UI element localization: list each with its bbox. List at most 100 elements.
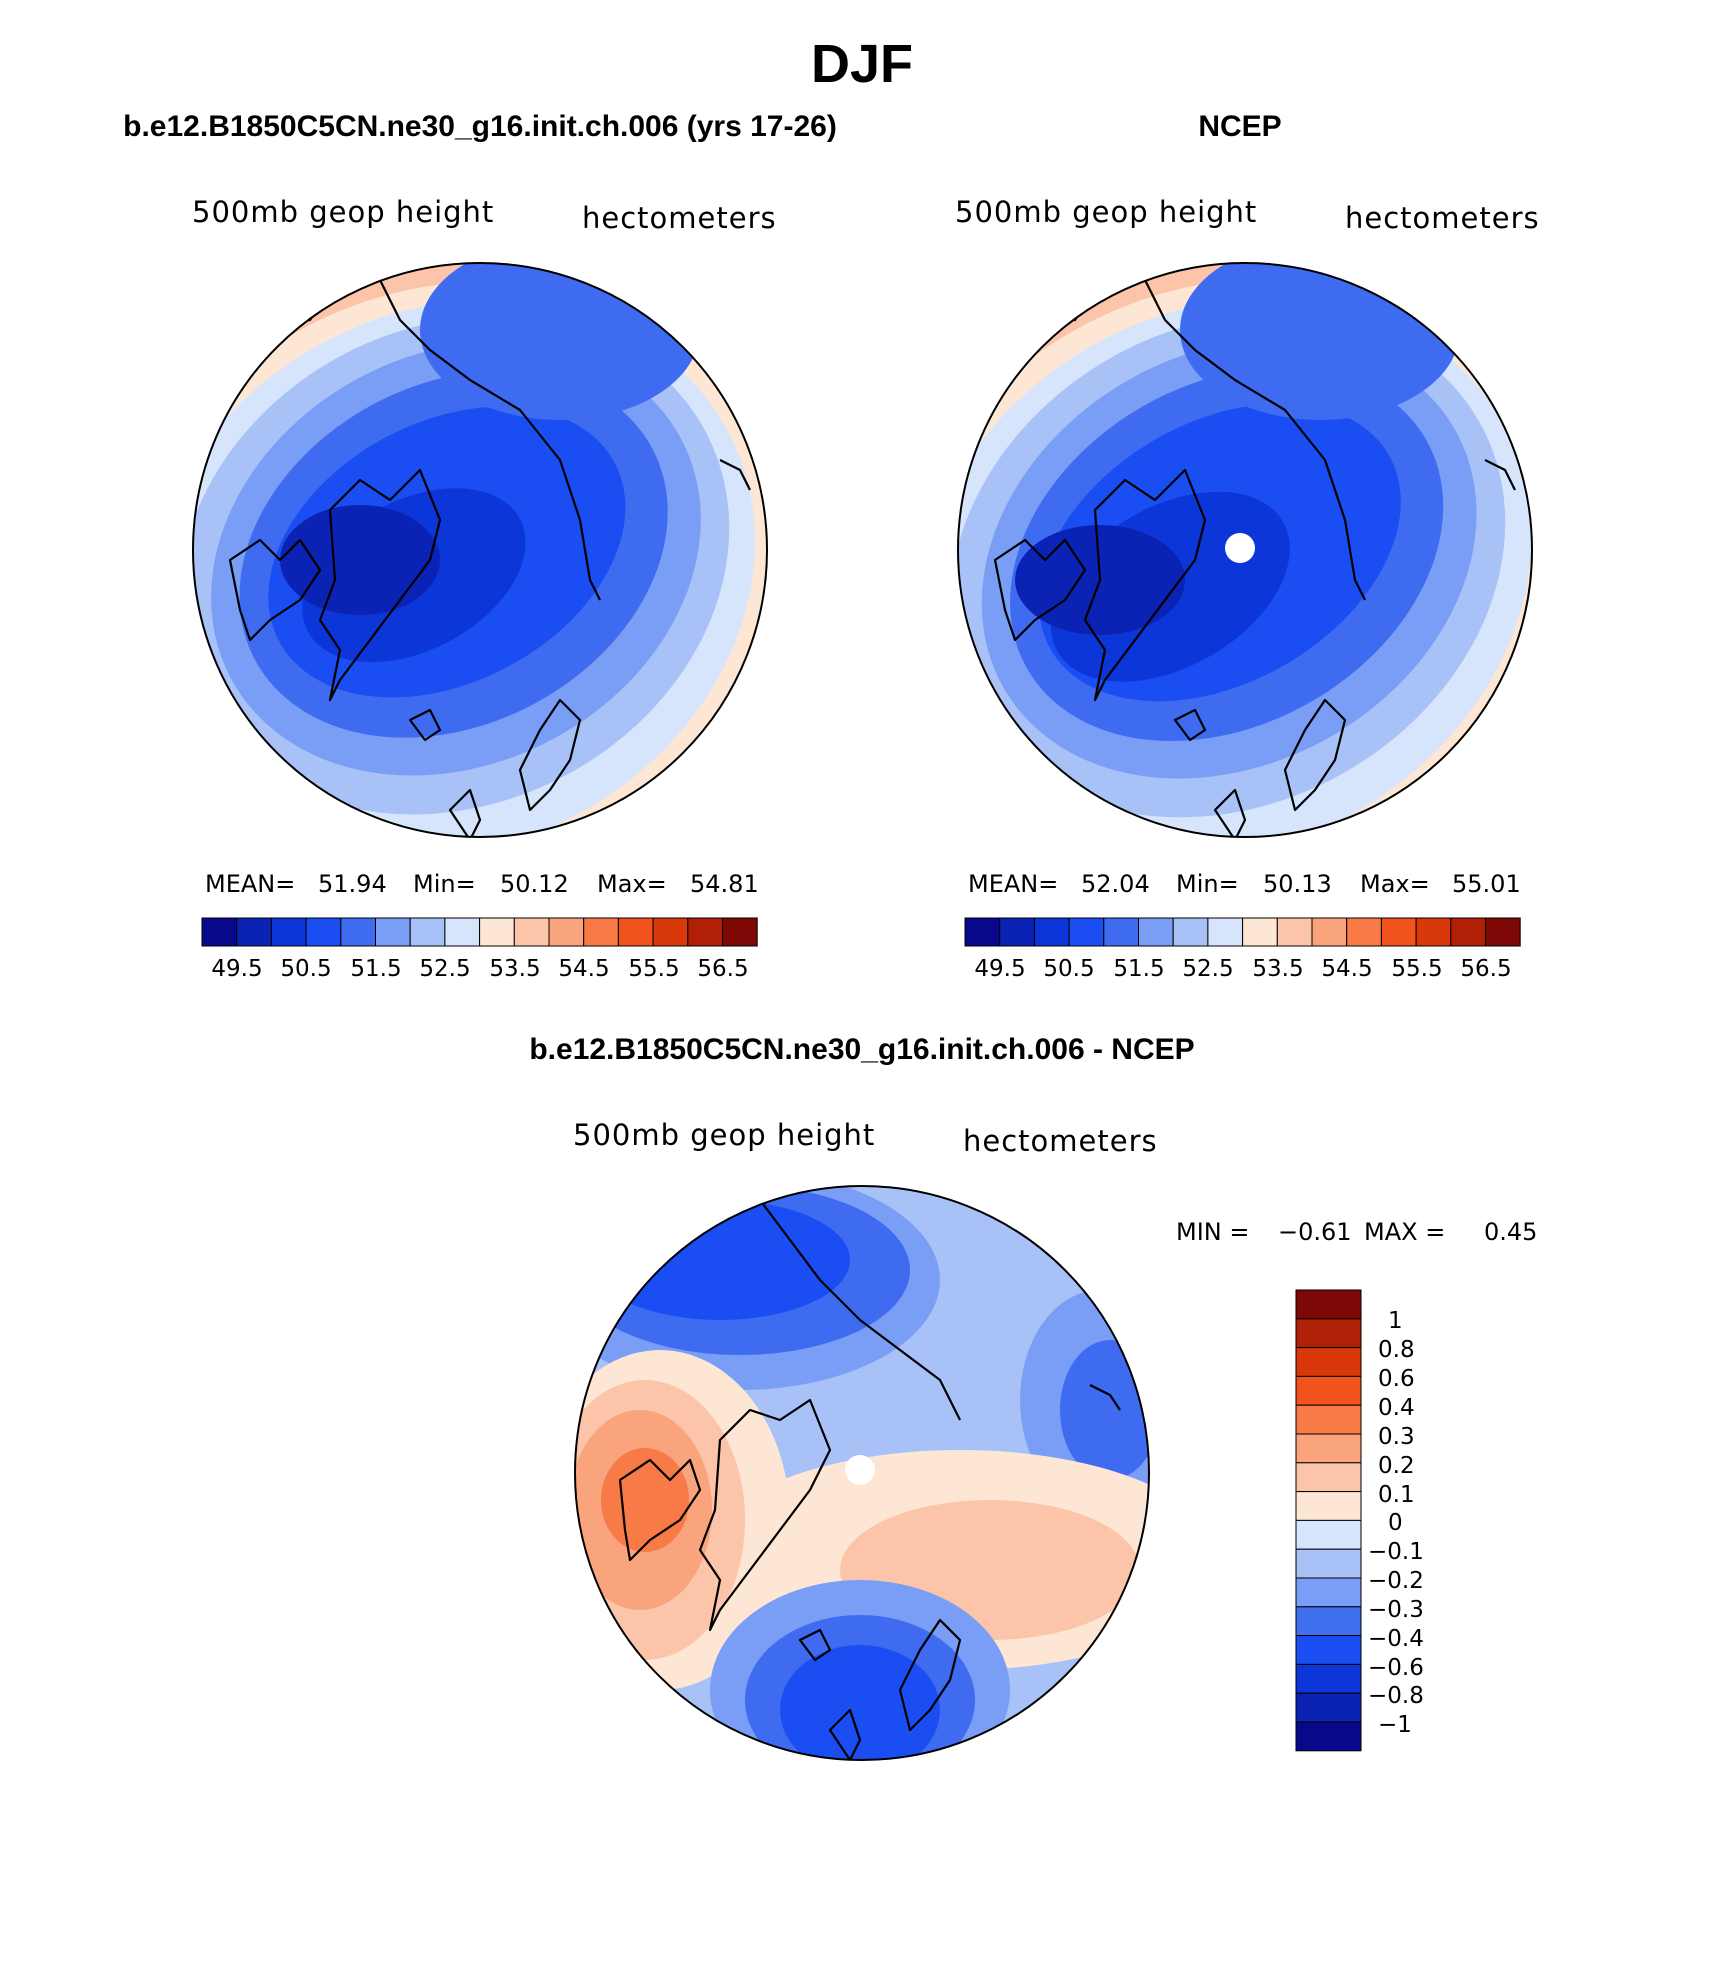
- colorbar-swatch: [583, 917, 619, 947]
- colorbar-swatch: [1295, 1577, 1362, 1608]
- mean-label: MEAN=: [205, 870, 295, 898]
- figure-title: DJF: [811, 34, 913, 94]
- units-label: hectometers: [582, 201, 777, 235]
- panel-difference: b.e12.B1850C5CN.ne30_g16.init.ch.006 - N…: [529, 1033, 1537, 1761]
- colorbar-tick: 0.2: [1378, 1453, 1415, 1479]
- colorbar-tick: 55.5: [1391, 956, 1442, 982]
- max-value: 55.01: [1452, 870, 1521, 898]
- colorbar-swatch: [201, 917, 238, 947]
- mean-label: MEAN=: [968, 870, 1058, 898]
- colorbar-swatch: [236, 917, 272, 947]
- colorbar-swatch: [687, 917, 723, 947]
- panel-model: b.e12.B1850C5CN.ne30_g16.init.ch.006 (yr…: [123, 110, 837, 982]
- colorbar-swatch: [1295, 1375, 1362, 1406]
- colorbar-swatch: [1295, 1635, 1362, 1665]
- colorbar-tick: 52.5: [419, 956, 470, 982]
- max-label: Max=: [1360, 870, 1430, 898]
- contour-band: [1060, 1340, 1149, 1480]
- colorbar-swatch: [1068, 917, 1105, 947]
- colorbar-swatch: [1295, 1318, 1362, 1349]
- contour-band: [280, 505, 440, 615]
- colorbar-swatch: [1138, 917, 1174, 947]
- panel-title: NCEP: [1198, 110, 1281, 143]
- colorbar-swatch: [479, 917, 515, 947]
- colorbar-tick: 50.5: [1043, 956, 1094, 982]
- colorbar-tick: 0.8: [1378, 1337, 1415, 1363]
- colorbar-tick: 50.5: [280, 956, 331, 982]
- panel-ncep: NCEP 500mb geop height hectometers: [955, 110, 1540, 982]
- colorbar-tick: 53.5: [489, 956, 540, 982]
- colorbar-swatch: [1033, 917, 1070, 947]
- colorbar-tick: 52.5: [1182, 956, 1233, 982]
- colorbar-swatch: [1295, 1692, 1362, 1723]
- colorbar-swatch: [270, 917, 307, 947]
- colorbar-swatch: [375, 917, 411, 947]
- colorbar: [964, 917, 1521, 947]
- colorbar-tick: −0.6: [1368, 1655, 1424, 1681]
- colorbar-swatch: [1295, 1721, 1362, 1752]
- colorbar-tick: −0.1: [1368, 1539, 1424, 1565]
- colorbar-swatch: [1276, 917, 1313, 947]
- colorbar-tick: 0.3: [1378, 1424, 1415, 1450]
- colorbar-tick: −0.4: [1368, 1626, 1424, 1652]
- colorbar-swatch: [999, 917, 1035, 947]
- colorbar-tick: 51.5: [1113, 956, 1164, 982]
- colorbar-swatch: [1485, 917, 1521, 947]
- colorbar-swatch: [1207, 917, 1244, 947]
- colorbar-swatch: [1295, 1404, 1362, 1435]
- colorbar-swatch: [1295, 1606, 1362, 1637]
- colorbar-tick: 56.5: [697, 956, 748, 982]
- colorbar-tick: −0.8: [1368, 1683, 1424, 1709]
- map-boundary: [957, 262, 1533, 838]
- colorbar-tick: 49.5: [211, 956, 262, 982]
- colorbar-tick: −0.2: [1368, 1568, 1424, 1594]
- min-value: 50.12: [500, 870, 569, 898]
- units-label: hectometers: [963, 1124, 1158, 1158]
- colorbar-tick: 1: [1388, 1308, 1403, 1334]
- mean-value: 51.94: [318, 870, 387, 898]
- colorbar-swatch: [1242, 917, 1278, 947]
- colorbar-swatch: [1450, 917, 1487, 947]
- min-label: Min=: [1176, 870, 1239, 898]
- colorbar-swatch: [1103, 917, 1140, 947]
- map-boundary: [574, 1185, 1150, 1761]
- colorbar-swatch: [548, 917, 585, 947]
- panel-title: b.e12.B1850C5CN.ne30_g16.init.ch.006 (yr…: [123, 110, 837, 143]
- colorbar-tick: 54.5: [558, 956, 609, 982]
- colorbar: [201, 917, 758, 947]
- variable-label: 500mb geop height: [955, 195, 1257, 229]
- colorbar-swatch: [1295, 1462, 1362, 1493]
- stats-line: MEAN= 51.94 Min= 50.12 Max= 54.81: [205, 870, 759, 898]
- colorbar-swatch: [340, 917, 376, 947]
- colorbar-swatch: [1295, 1491, 1362, 1521]
- colorbar-tick: 0: [1388, 1510, 1403, 1536]
- colorbar-ticks: 49.5 50.5 51.5 52.5 53.5 54.5 55.5 56.5: [974, 956, 1511, 982]
- max-value: 54.81: [690, 870, 759, 898]
- contour-band: [420, 263, 700, 420]
- colorbar-swatch: [1295, 1548, 1362, 1579]
- min-value: 50.13: [1263, 870, 1332, 898]
- colorbar-swatch: [1295, 1433, 1362, 1464]
- contour-band: [780, 1645, 940, 1760]
- stats-line: MEAN= 52.04 Min= 50.13 Max= 55.01: [968, 870, 1521, 898]
- colorbar-tick: −1: [1378, 1712, 1412, 1738]
- colorbar-swatch: [305, 917, 342, 947]
- colorbar-swatch: [1295, 1663, 1362, 1694]
- min-label: MIN =: [1176, 1218, 1249, 1246]
- colorbar-tick: 49.5: [974, 956, 1025, 982]
- colorbar-swatch: [409, 917, 446, 947]
- max-label: MAX =: [1364, 1218, 1445, 1246]
- colorbar-swatch: [1346, 917, 1382, 947]
- colorbar-swatch: [1380, 917, 1417, 947]
- contour-band: [1180, 263, 1460, 420]
- polar-map: [957, 262, 1533, 838]
- colorbar-swatch: [964, 917, 1001, 947]
- colorbar-swatch: [1415, 917, 1452, 947]
- colorbar-swatch: [617, 917, 654, 947]
- min-label: Min=: [413, 870, 476, 898]
- units-label: hectometers: [1345, 201, 1540, 235]
- pole-hole: [845, 1455, 875, 1485]
- colorbar-tick: 53.5: [1252, 956, 1303, 982]
- colorbar-ticks: 49.5 50.5 51.5 52.5 53.5 54.5 55.5 56.5: [211, 956, 748, 982]
- mean-value: 52.04: [1081, 870, 1150, 898]
